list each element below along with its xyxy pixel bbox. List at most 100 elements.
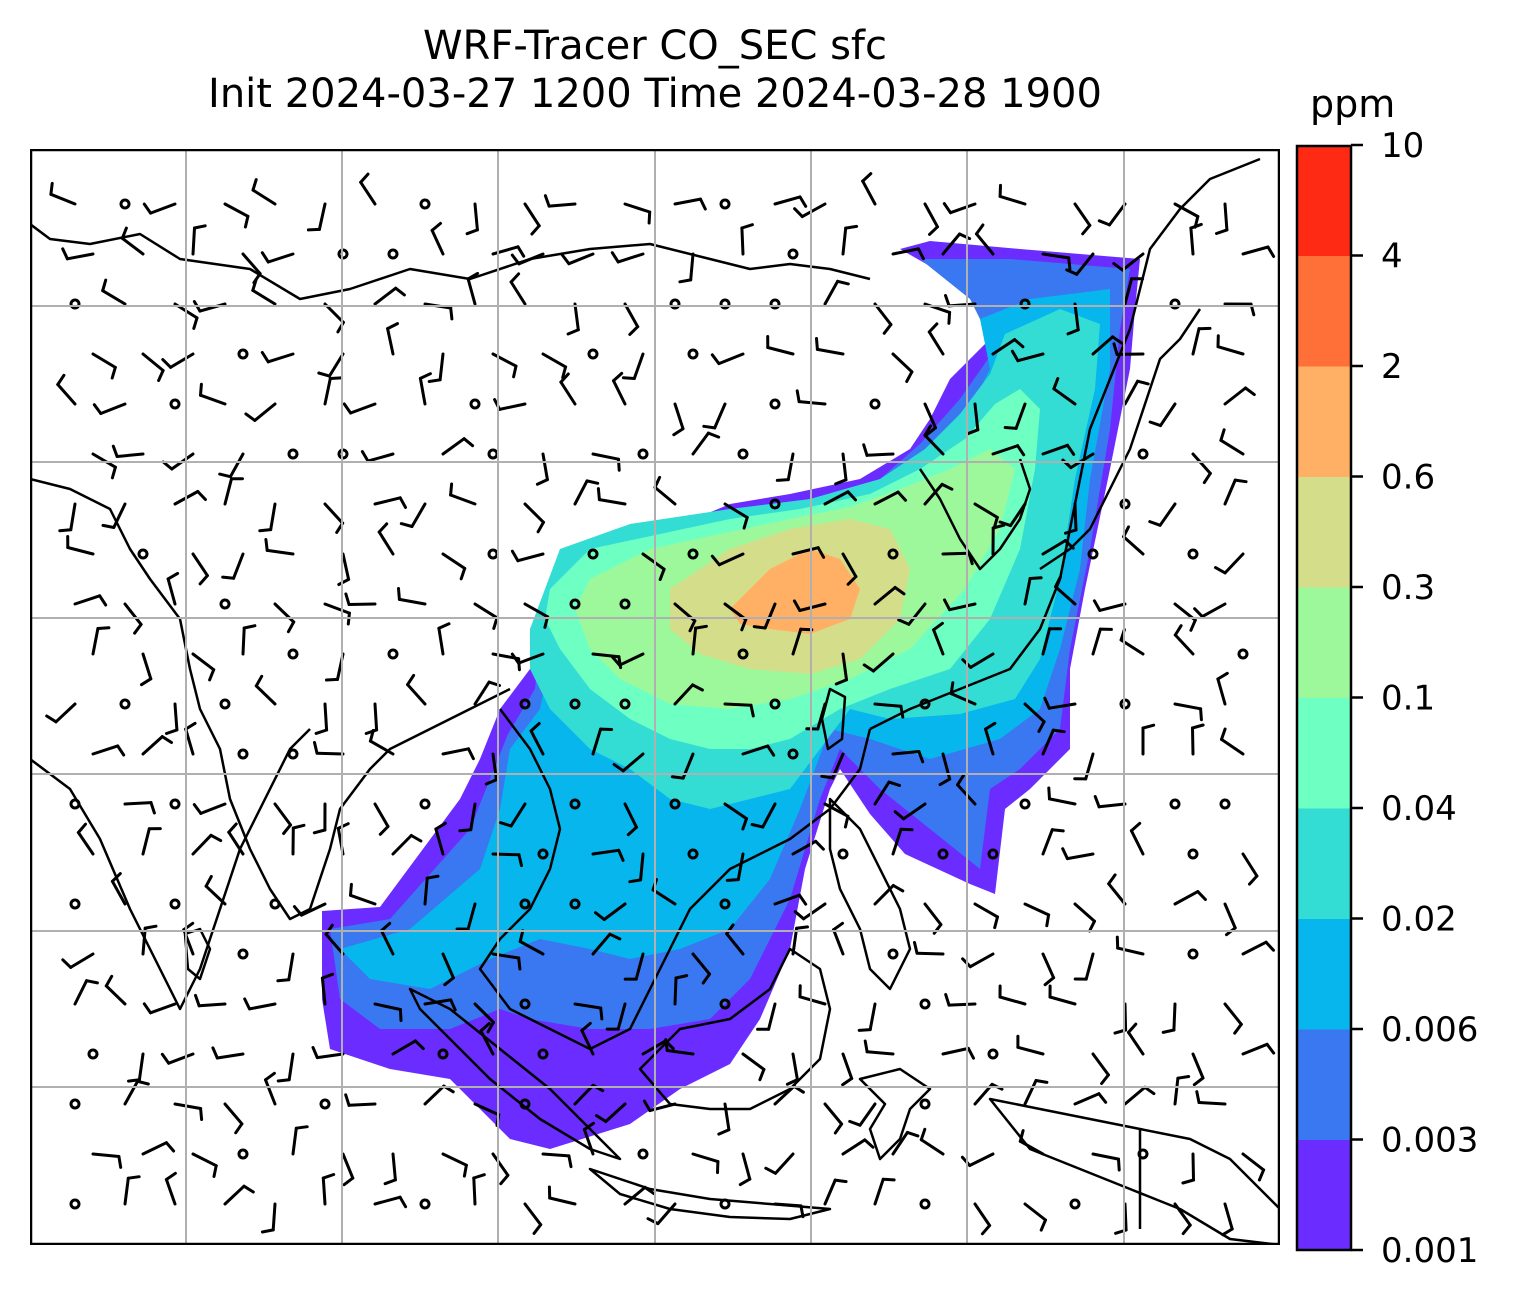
wind-barb-flag (1050, 828, 1065, 833)
wind-barb-flag (567, 1154, 573, 1169)
wind-barb-flag (142, 202, 153, 215)
wind-barb-shaft (623, 1185, 647, 1206)
wind-barb-flag (928, 225, 939, 236)
wind-barb-shaft (1191, 452, 1212, 475)
wind-barb-flag (517, 853, 523, 868)
wind-barb-flag (775, 478, 790, 482)
wind-barb-flag (160, 735, 173, 744)
wind-barb-flag (282, 823, 292, 835)
wind-barb-shaft (1018, 1139, 1045, 1156)
wind-barb-shaft (110, 879, 127, 906)
wind-barb-shaft (791, 1052, 799, 1082)
wind-barb-shaft (437, 626, 445, 656)
wind-barb-shaft (891, 1130, 909, 1156)
calm-wind-marker (769, 298, 781, 310)
calm-wind-marker (887, 948, 899, 960)
wind-barb-flag (1233, 1022, 1243, 1035)
wind-barb-flag (1136, 379, 1150, 386)
colorbar-band (1296, 1029, 1351, 1140)
wind-barb-flag (956, 774, 965, 787)
coastline-sumatra (408, 987, 622, 1161)
wind-barb-flag (260, 251, 270, 264)
wind-barb-shaft (618, 652, 645, 667)
wind-barb-shaft (373, 702, 379, 732)
wind-barb-shaft (902, 802, 927, 821)
wind-barb-shaft (1091, 335, 1115, 356)
wind-barb-shaft (241, 252, 262, 276)
wind-barb-flag (1265, 1042, 1276, 1055)
wind-barb-flag (126, 1175, 141, 1180)
calm-wind-marker (719, 298, 731, 310)
colorbar-frame (1295, 144, 1353, 1252)
wind-barb-shaft (1173, 1202, 1192, 1227)
calm-wind-marker (669, 298, 681, 310)
wind-barb-shaft (969, 652, 995, 669)
wind-barb-shaft (271, 1202, 277, 1232)
calm-wind-marker (387, 648, 399, 660)
calm-wind-marker (169, 398, 181, 410)
calm-wind-marker (469, 398, 481, 410)
wind-barb-shaft (691, 952, 711, 976)
wind-barb-shaft (923, 482, 944, 506)
wind-barb-shaft (691, 431, 710, 456)
wind-barb-flag (196, 490, 207, 501)
wind-barb-shaft (873, 490, 900, 506)
wind-barb-shaft (69, 502, 77, 532)
wind-barb-flag (56, 373, 66, 386)
wind-barb-flag (517, 956, 522, 971)
wind-barb-flag (741, 817, 748, 831)
wind-barb-flag (208, 668, 216, 682)
wind-barb-flag (336, 822, 350, 830)
wind-barb-flag (566, 328, 580, 336)
wind-barb-shaft (191, 652, 216, 672)
calm-wind-marker (519, 898, 531, 910)
calm-wind-marker (519, 998, 531, 1010)
wind-barb-shaft (1023, 902, 1051, 917)
wind-barb-shaft (349, 893, 377, 906)
wind-barb-flag (1148, 520, 1162, 527)
wind-barb-flag (243, 997, 251, 1011)
wind-barb-shaft (112, 502, 127, 529)
wind-barb-shaft (991, 444, 1020, 456)
map-panel (30, 149, 1280, 1245)
wind-barb-shaft (1023, 577, 1032, 606)
wind-barb-flag (1063, 539, 1075, 550)
wind-barb-shaft (321, 1176, 327, 1206)
wind-barb-shaft (191, 833, 213, 856)
wind-barb-shaft (223, 1102, 244, 1126)
wind-barb-shaft (120, 236, 145, 256)
wind-barb-shaft (1220, 737, 1245, 756)
wind-barb-flag (967, 551, 974, 566)
calm-wind-marker (219, 598, 231, 610)
wind-barb-shaft (199, 393, 227, 406)
wind-barb-shaft (1041, 828, 1054, 856)
wind-barb-flag (626, 825, 638, 837)
calm-wind-marker (719, 1198, 731, 1210)
wind-barb-shaft (518, 940, 545, 956)
wind-barb-shaft (410, 502, 427, 528)
wind-barb-shaft (491, 352, 518, 368)
colorbar-band (1296, 145, 1351, 256)
calm-wind-marker (1187, 548, 1199, 560)
wind-barb-shaft (141, 652, 153, 681)
wind-barb-shaft (406, 683, 427, 706)
wind-barb-shaft (723, 502, 749, 519)
wind-barb-shaft (173, 1102, 203, 1110)
colorbar-band (1296, 587, 1351, 698)
wind-barb-flag (136, 1079, 150, 1086)
wind-barb-shaft (300, 902, 327, 917)
wind-barb-flag (1161, 1028, 1176, 1034)
wind-barb-flag (1107, 873, 1117, 886)
wind-barb-flag (882, 323, 893, 335)
wind-barb-flag (398, 1195, 408, 1209)
wind-barb-shaft (91, 352, 117, 369)
wind-barb-flag (398, 496, 407, 509)
calm-wind-marker (769, 698, 781, 710)
calm-wind-marker (619, 698, 631, 710)
wind-barb-shaft (1016, 1045, 1045, 1056)
wind-barb-flag (582, 1121, 595, 1131)
wind-barb-shaft (773, 893, 801, 906)
wind-barb-shaft (823, 802, 850, 818)
wind-barb-flag (398, 1008, 403, 1022)
wind-barb-flag (887, 780, 901, 787)
